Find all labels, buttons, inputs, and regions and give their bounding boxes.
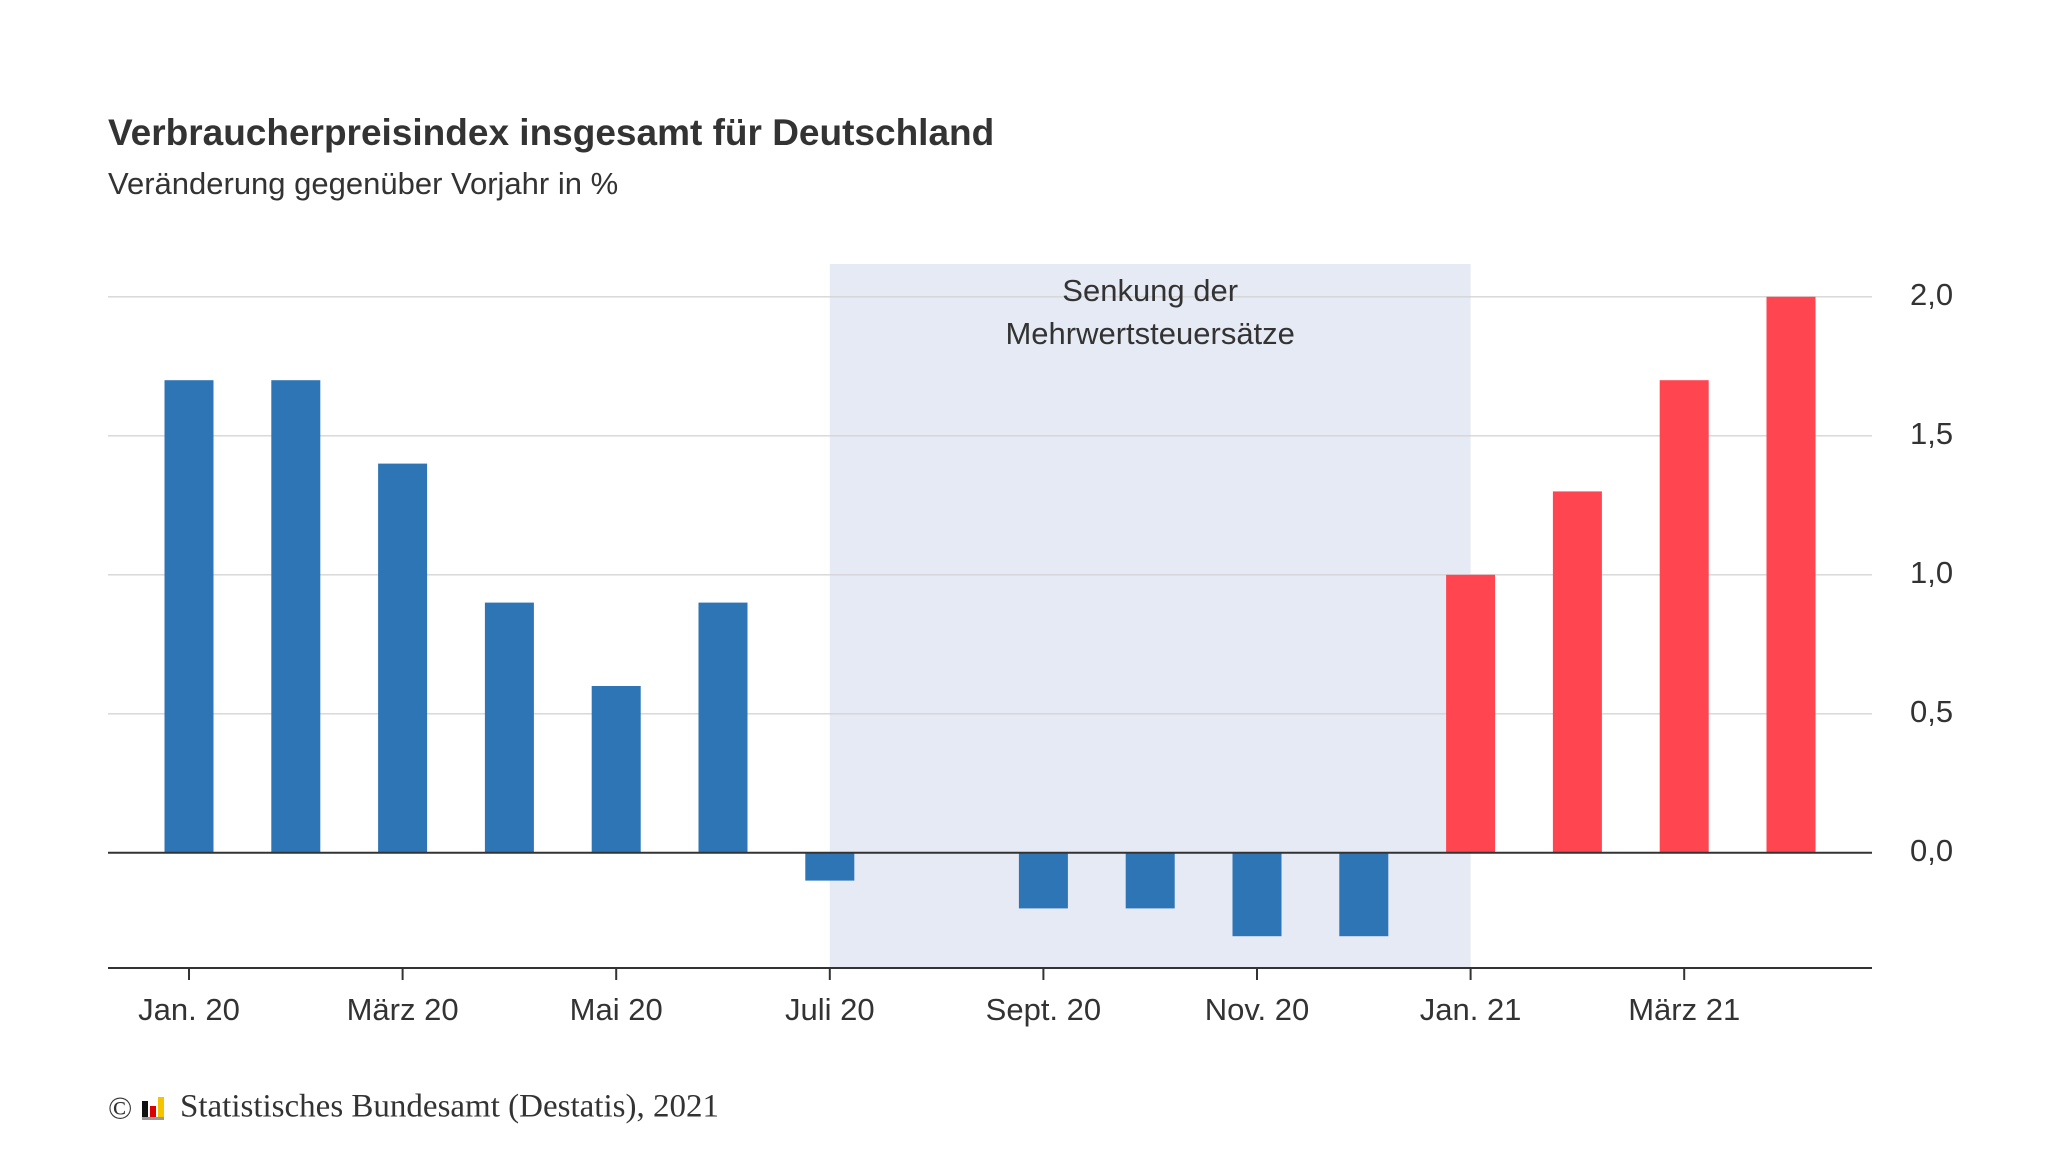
y-tick-label: 1,5 — [1910, 416, 1953, 451]
bar — [1659, 380, 1709, 853]
chart-subtitle: Veränderung gegenüber Vorjahr in % — [108, 166, 618, 201]
y-tick-label: 1,0 — [1910, 555, 1953, 590]
bar — [805, 852, 855, 881]
bar — [164, 380, 214, 853]
x-tick-label: Mai 20 — [570, 992, 663, 1027]
bar — [591, 686, 641, 853]
footer-text: Statistisches Bundesamt (Destatis), 2021 — [180, 1089, 719, 1125]
x-tick-label: Jan. 21 — [1420, 992, 1522, 1027]
x-tick-label: März 21 — [1628, 992, 1740, 1027]
y-tick-label: 0,0 — [1910, 833, 1953, 868]
x-tick-label: Juli 20 — [785, 992, 875, 1027]
bar — [1339, 852, 1389, 937]
shade-region — [829, 264, 1471, 968]
x-tick-label: Nov. 20 — [1205, 992, 1310, 1027]
logo — [142, 1097, 164, 1120]
bar — [484, 602, 534, 853]
x-tick-label: März 20 — [347, 992, 459, 1027]
bar — [1446, 574, 1496, 853]
bar — [1018, 852, 1068, 909]
copyright-symbol: © — [108, 1089, 132, 1125]
y-tick-label: 0,5 — [1910, 694, 1953, 729]
bar — [1552, 491, 1602, 853]
x-tick-label: Sept. 20 — [986, 992, 1101, 1027]
bar — [1232, 852, 1282, 937]
bar — [271, 380, 321, 853]
shade-label: Senkung der — [1062, 273, 1238, 308]
shade-label: Mehrwertsteuersätze — [1005, 316, 1294, 351]
bar — [698, 602, 748, 853]
shade-layer — [829, 264, 1471, 968]
bar — [378, 463, 428, 853]
bar — [1125, 852, 1175, 909]
bar — [1766, 296, 1816, 853]
chart-title: Verbraucherpreisindex insgesamt für Deut… — [108, 112, 994, 153]
y-tick-label: 2,0 — [1910, 277, 1953, 312]
x-tick-label: Jan. 20 — [138, 992, 240, 1027]
